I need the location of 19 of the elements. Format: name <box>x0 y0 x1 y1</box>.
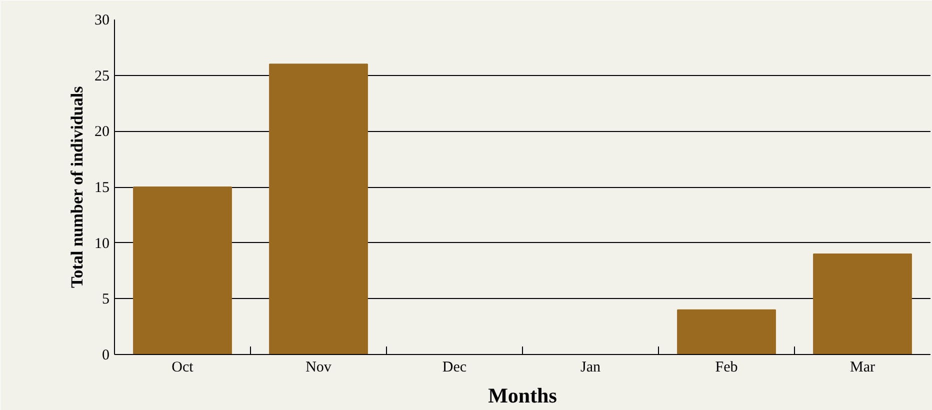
x-axis-title: Months <box>488 384 557 408</box>
y-tick-label: 30 <box>94 12 110 28</box>
y-tick-label: 10 <box>94 236 110 252</box>
x-tick-label: Nov <box>306 360 332 376</box>
y-axis-title: Total number of individuals <box>68 86 86 288</box>
x-tick-label: Dec <box>442 360 467 376</box>
bar <box>813 254 912 354</box>
bar <box>269 64 368 354</box>
y-tick-label: 25 <box>94 68 110 84</box>
y-tick-label: 20 <box>94 124 110 140</box>
y-tick-label: 5 <box>102 292 110 308</box>
bar <box>133 186 232 354</box>
y-tick-label: 15 <box>94 180 110 196</box>
y-tick-label: 0 <box>102 348 110 364</box>
x-tick-label: Oct <box>172 360 194 376</box>
x-tick-label: Feb <box>715 360 738 376</box>
x-tick-label: Mar <box>850 360 876 376</box>
x-tick-label: Jan <box>580 360 601 376</box>
bar <box>677 309 776 354</box>
